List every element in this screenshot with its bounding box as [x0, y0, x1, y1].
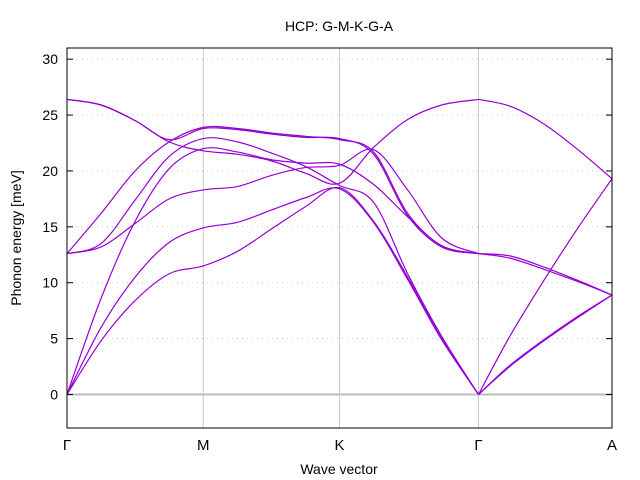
x-tick-label: Γ: [63, 437, 71, 454]
y-tick-label: 15: [42, 219, 58, 235]
band-line: [478, 98, 613, 180]
y-tick-label: 10: [42, 275, 58, 291]
band-line: [66, 98, 479, 185]
y-axis-label: Phonon energy [meV]: [8, 170, 24, 305]
x-tick-label: Γ: [474, 437, 482, 454]
x-tick-label: A: [607, 437, 617, 454]
band-line: [478, 294, 613, 395]
band-line: [66, 187, 479, 395]
band-line: [66, 148, 479, 255]
x-axis-label: Wave vector: [300, 461, 378, 477]
band-line: [66, 137, 479, 395]
band-line: [66, 147, 479, 395]
plot-border: [66, 47, 613, 429]
band-lines: [66, 98, 613, 395]
chart-title: HCP: G-M-K-G-A: [285, 18, 394, 34]
y-axis-ticks: 0 5 10 15 20 25 30: [42, 51, 612, 402]
x-tick-label: K: [334, 437, 344, 454]
band-line: [66, 125, 479, 255]
y-tick-label: 20: [42, 163, 58, 179]
band-line: [477, 178, 613, 395]
x-tick-label: M: [197, 437, 210, 454]
band-line: [66, 186, 479, 395]
y-tick-label: 5: [50, 331, 58, 347]
band-line: [478, 253, 613, 296]
y-tick-label: 0: [50, 386, 58, 402]
band-line: [478, 253, 613, 296]
y-tick-label: 30: [42, 51, 58, 67]
y-tick-label: 25: [42, 107, 58, 123]
grid: [67, 48, 612, 428]
band-line: [66, 98, 479, 255]
band-line: [478, 294, 613, 395]
